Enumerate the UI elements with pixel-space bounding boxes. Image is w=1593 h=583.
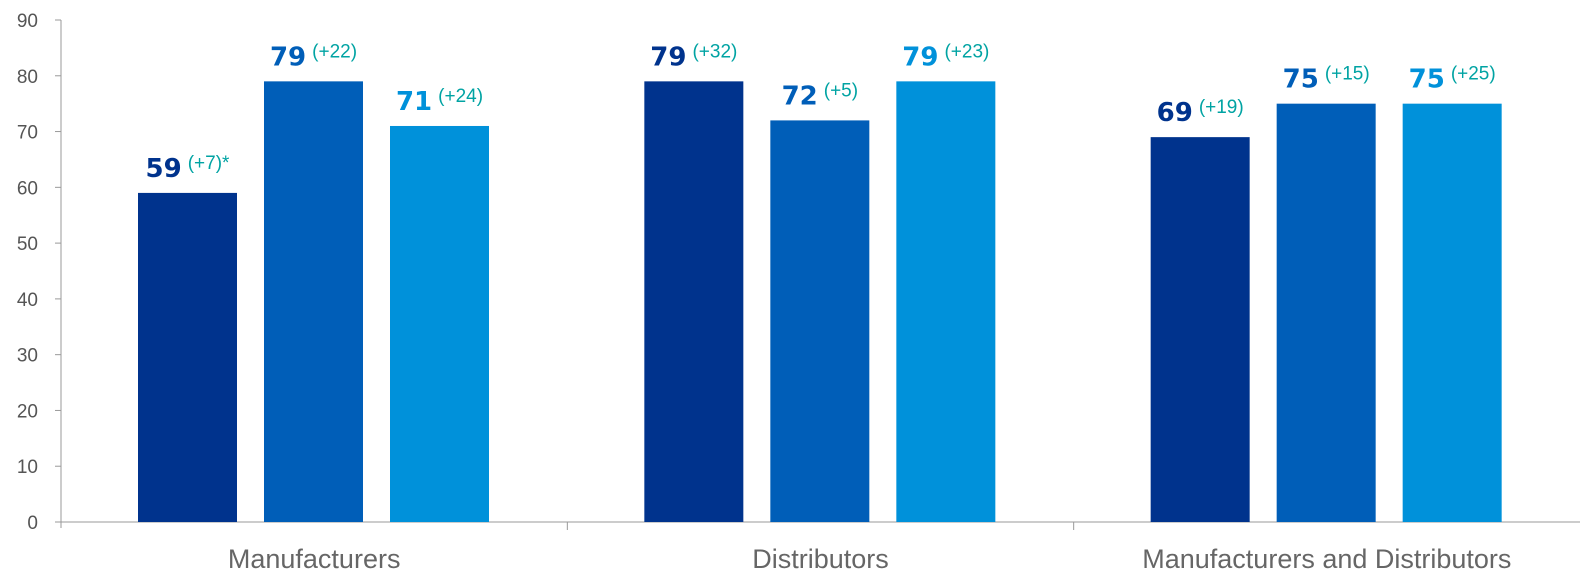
delta-label: (+32) (692, 41, 737, 62)
y-tick-label: 70 (17, 123, 38, 144)
y-tick-label: 20 (17, 401, 38, 422)
delta-label: (+19) (1199, 97, 1244, 118)
value-label: 69 (1157, 98, 1193, 128)
bar (264, 81, 363, 522)
delta-label: (+5) (824, 80, 858, 101)
bar (1276, 103, 1376, 523)
delta-label: (+15) (1325, 64, 1370, 85)
y-tick-label: 0 (27, 513, 38, 534)
value-label: 79 (902, 42, 938, 72)
delta-label: (+24) (438, 86, 483, 107)
value-label: 79 (270, 42, 306, 72)
chart-labels: Manufacturers Distributors Manufacturers a… (146, 41, 1512, 574)
delta-label: (+25) (1451, 64, 1496, 85)
y-tick-label: 60 (17, 178, 38, 199)
x-category-label: Distributors (752, 544, 889, 574)
value-label: 72 (782, 81, 818, 111)
bar (770, 120, 870, 523)
x-category-label: Manufacturers and Distributors (1142, 544, 1511, 574)
value-label: 75 (1283, 65, 1319, 95)
data-label: 79 (+32) (650, 41, 737, 72)
bar (390, 125, 489, 522)
delta-label: (+22) (312, 41, 357, 62)
y-tick-label: 90 (17, 11, 38, 32)
chart-bars (138, 81, 1502, 523)
data-label: 75 (+25) (1409, 64, 1496, 95)
delta-label: (+23) (944, 41, 989, 62)
data-label: 79 (+22) (270, 41, 357, 72)
data-label: 59 (+7)* (146, 153, 231, 184)
y-tick-label: 10 (17, 457, 38, 478)
bar (1402, 103, 1502, 523)
y-tick-label: 30 (17, 346, 38, 367)
bar (644, 81, 744, 522)
data-label: 71 (+24) (396, 86, 483, 117)
data-label: 79 (+23) (902, 41, 989, 72)
data-label: 69 (+19) (1157, 97, 1244, 128)
value-label: 75 (1409, 65, 1445, 95)
x-category-label: Manufacturers (228, 544, 401, 574)
y-tick-label: 80 (17, 67, 38, 88)
bar (138, 192, 237, 522)
value-label: 71 (396, 87, 432, 117)
value-label: 59 (146, 154, 182, 184)
data-label: 75 (+15) (1283, 64, 1370, 95)
y-tick-label: 40 (17, 290, 38, 311)
value-label: 79 (650, 42, 686, 72)
bar (1150, 137, 1250, 522)
bar (896, 81, 996, 522)
delta-label: (+7)* (188, 153, 230, 174)
y-tick-label: 50 (17, 234, 38, 255)
data-label: 72 (+5) (782, 80, 859, 111)
